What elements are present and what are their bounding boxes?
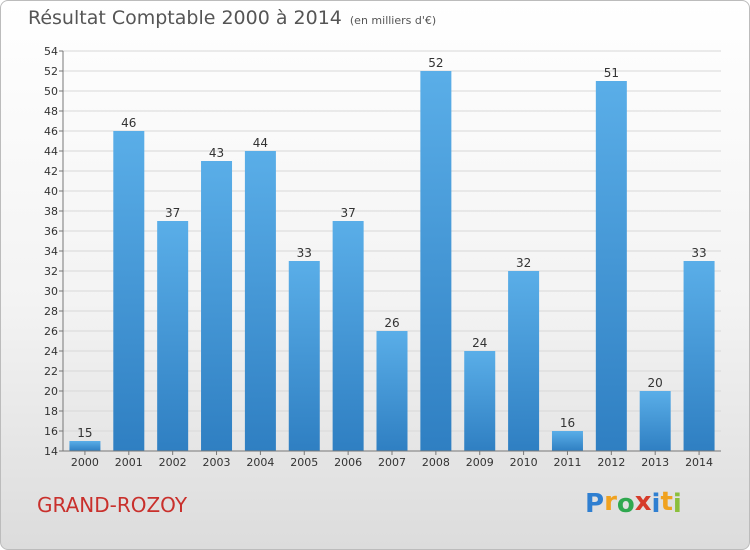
- logo-letter: o: [616, 489, 635, 519]
- bar: [288, 261, 320, 451]
- y-tick-label: 34: [44, 245, 58, 258]
- place-name: GRAND-ROZOY: [37, 493, 188, 517]
- bar: [508, 271, 540, 451]
- y-tick-label: 20: [44, 385, 58, 398]
- x-tick-label: 2011: [553, 456, 581, 469]
- bar: [464, 351, 496, 451]
- y-tick-label: 14: [44, 445, 58, 458]
- x-tick-label: 2004: [246, 456, 274, 469]
- bar-value-label: 33: [297, 246, 312, 260]
- x-tick-label: 2014: [685, 456, 713, 469]
- y-tick-label: 30: [44, 285, 58, 298]
- bar-value-label: 32: [516, 256, 531, 270]
- bar: [420, 71, 452, 451]
- bar-value-label: 24: [472, 336, 487, 350]
- logo-letter: P: [585, 489, 605, 519]
- y-tick-label: 50: [44, 85, 58, 98]
- bar-value-label: 52: [428, 56, 443, 70]
- chart-title: Résultat Comptable 2000 à 2014 (en millie…: [28, 7, 436, 29]
- x-tick-label: 2005: [290, 456, 318, 469]
- y-tick-label: 40: [44, 185, 58, 198]
- x-tick-label: 2003: [203, 456, 231, 469]
- x-tick-label: 2013: [641, 456, 669, 469]
- y-tick-label: 48: [44, 105, 58, 118]
- chart-title-text: Résultat Comptable 2000 à 2014: [28, 7, 342, 29]
- y-tick-label: 42: [44, 165, 58, 178]
- x-tick-label: 2010: [510, 456, 538, 469]
- y-tick-label: 18: [44, 405, 58, 418]
- bar-value-label: 15: [77, 426, 92, 440]
- bar-value-label: 33: [691, 246, 706, 260]
- y-tick-label: 52: [44, 65, 58, 78]
- y-tick-label: 28: [44, 305, 58, 318]
- y-tick-label: 16: [44, 425, 58, 438]
- y-tick-label: 22: [44, 365, 58, 378]
- x-tick-label: 2006: [334, 456, 362, 469]
- bar: [69, 441, 101, 451]
- bar-value-label: 16: [560, 416, 575, 430]
- bar-value-label: 20: [648, 376, 663, 390]
- bar: [376, 331, 408, 451]
- bar-value-label: 43: [209, 146, 224, 160]
- x-tick-label: 2009: [466, 456, 494, 469]
- y-tick-label: 36: [44, 225, 58, 238]
- x-tick-label: 2012: [597, 456, 625, 469]
- y-tick-label: 44: [44, 145, 58, 158]
- y-tick-label: 26: [44, 325, 58, 338]
- bar: [157, 221, 189, 451]
- y-tick-label: 46: [44, 125, 58, 138]
- x-tick-label: 2008: [422, 456, 450, 469]
- proxiti-logo[interactable]: Proxiti: [585, 487, 682, 519]
- bar-value-label: 51: [604, 66, 619, 80]
- bar: [244, 151, 276, 451]
- logo-letter: r: [604, 487, 617, 517]
- bar-value-label: 46: [121, 116, 136, 130]
- bar: [113, 131, 145, 451]
- logo-letter: i: [672, 489, 682, 519]
- x-tick-label: 2000: [71, 456, 99, 469]
- bar: [683, 261, 715, 451]
- y-tick-label: 38: [44, 205, 58, 218]
- logo-letter: i: [651, 489, 661, 519]
- bar: [332, 221, 364, 451]
- x-tick-label: 2001: [115, 456, 143, 469]
- chart-subtitle: (en milliers d'€): [349, 14, 437, 27]
- bar-value-label: 37: [165, 206, 180, 220]
- logo-letter: t: [660, 487, 673, 517]
- bar-value-label: 26: [384, 316, 399, 330]
- bar: [639, 391, 671, 451]
- bar-value-label: 44: [253, 136, 268, 150]
- x-tick-label: 2007: [378, 456, 406, 469]
- bar-value-label: 37: [340, 206, 355, 220]
- y-tick-label: 54: [44, 45, 58, 58]
- y-tick-label: 24: [44, 345, 58, 358]
- x-tick-label: 2002: [159, 456, 187, 469]
- bar: [201, 161, 233, 451]
- bar: [595, 81, 627, 451]
- axes: 14 16 18 20 22 24 26 28 30 32 34 36 38 40 42 44 46 48 50 52…: [44, 45, 721, 469]
- y-tick-label: 32: [44, 265, 58, 278]
- bars: 15 46 37 43 44 33 37 26 52 24 32 16 51 20 33: [69, 56, 715, 451]
- bar: [551, 431, 583, 451]
- logo-letter: x: [634, 487, 652, 517]
